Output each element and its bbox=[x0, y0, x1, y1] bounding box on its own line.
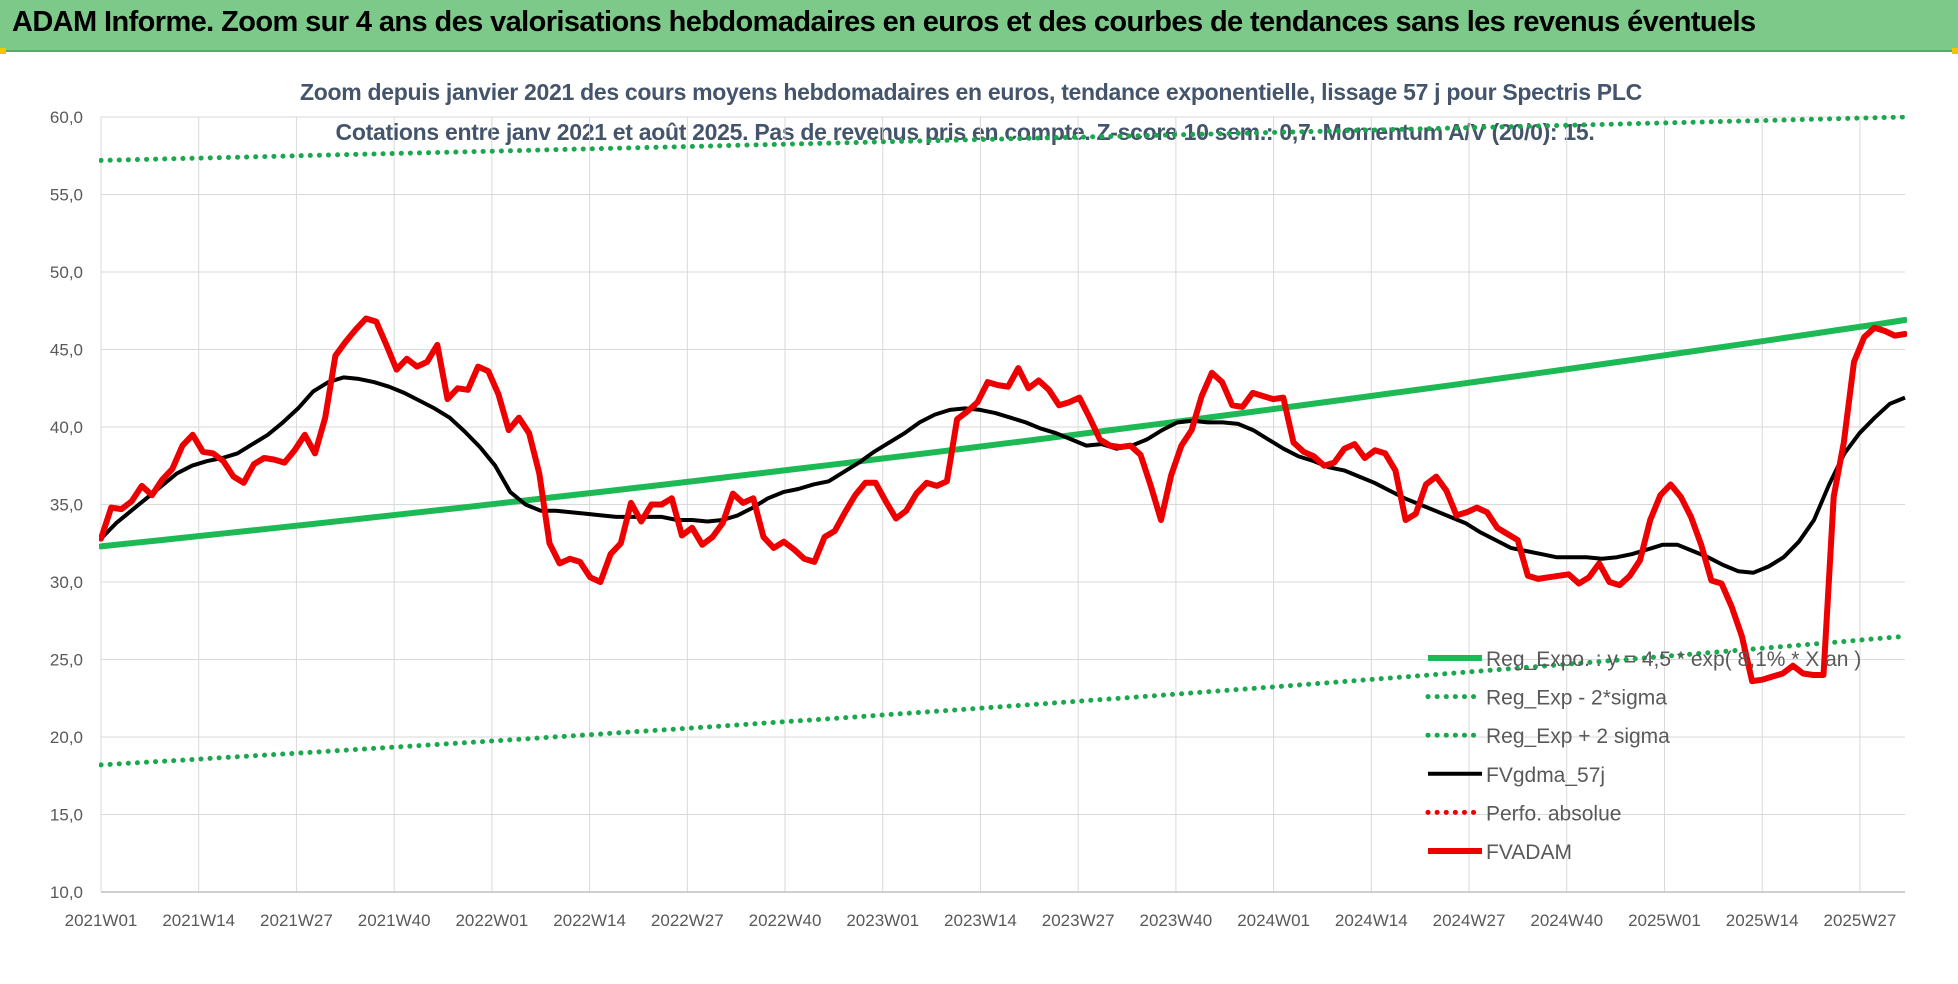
x-tick-label: 2025W27 bbox=[1824, 911, 1897, 930]
x-tick-label: 2021W14 bbox=[162, 911, 235, 930]
x-tick-label: 2023W14 bbox=[944, 911, 1017, 930]
chart-title: Zoom depuis janvier 2021 des cours moyen… bbox=[300, 79, 1642, 105]
y-tick-label: 55,0 bbox=[50, 186, 83, 205]
y-tick-label: 25,0 bbox=[50, 651, 83, 670]
x-tick-label: 2022W14 bbox=[553, 911, 626, 930]
x-tick-label: 2025W14 bbox=[1726, 911, 1799, 930]
series-line-reg-exp-2-sigma bbox=[99, 633, 1907, 768]
y-tick-label: 15,0 bbox=[50, 806, 83, 825]
y-tick-label: 40,0 bbox=[50, 418, 83, 437]
corner-marker bbox=[1952, 48, 1958, 54]
x-tick-label: 2023W40 bbox=[1139, 911, 1212, 930]
corner-marker bbox=[0, 48, 6, 54]
y-tick-label: 35,0 bbox=[50, 496, 83, 515]
legend-box bbox=[1424, 640, 1864, 872]
y-tick-label: 10,0 bbox=[50, 883, 83, 902]
legend-label: Reg_Exp - 2*sigma bbox=[1486, 687, 1667, 710]
legend-label: FVADAM bbox=[1486, 841, 1572, 864]
report-title: ADAM Informe. Zoom sur 4 ans des valoris… bbox=[12, 6, 1756, 38]
x-tick-label: 2021W27 bbox=[260, 911, 333, 930]
y-tick-label: 60,0 bbox=[50, 108, 83, 127]
x-tick-label: 2023W27 bbox=[1042, 911, 1115, 930]
legend-label: Reg_Expo. : y = 4,5 * exp( 8,1% * X an ) bbox=[1486, 648, 1861, 671]
x-tick-label: 2024W27 bbox=[1433, 911, 1506, 930]
y-tick-label: 50,0 bbox=[50, 263, 83, 282]
legend-label: Reg_Exp + 2 sigma bbox=[1486, 725, 1670, 748]
y-tick-label: 45,0 bbox=[50, 341, 83, 360]
y-tick-label: 20,0 bbox=[50, 728, 83, 747]
x-tick-label: 2022W40 bbox=[749, 911, 822, 930]
x-tick-label: 2024W14 bbox=[1335, 911, 1408, 930]
x-tick-label: 2024W01 bbox=[1237, 911, 1310, 930]
series-line-reg-exp-2-sigma bbox=[99, 115, 1907, 163]
series-line-fvadam bbox=[99, 315, 1907, 685]
x-tick-label: 2022W27 bbox=[651, 911, 724, 930]
legend-label: FVgdma_57j bbox=[1486, 764, 1605, 787]
x-tick-label: 2024W40 bbox=[1530, 911, 1603, 930]
x-tick-label: 2023W01 bbox=[846, 911, 919, 930]
report-banner: ADAM Informe. Zoom sur 4 ans des valoris… bbox=[0, 0, 1958, 52]
series-line-fvgdma-57j bbox=[99, 375, 1906, 575]
x-tick-label: 2021W40 bbox=[358, 911, 431, 930]
series-line-reg-expo-y-4-5-exp-8-1-x-an bbox=[99, 317, 1907, 550]
y-tick-label: 30,0 bbox=[50, 573, 83, 592]
x-tick-label: 2022W01 bbox=[455, 911, 528, 930]
x-tick-label: 2025W01 bbox=[1628, 911, 1701, 930]
x-tick-label: 2021W01 bbox=[65, 911, 138, 930]
legend-label: Perfo. absolue bbox=[1486, 802, 1621, 825]
